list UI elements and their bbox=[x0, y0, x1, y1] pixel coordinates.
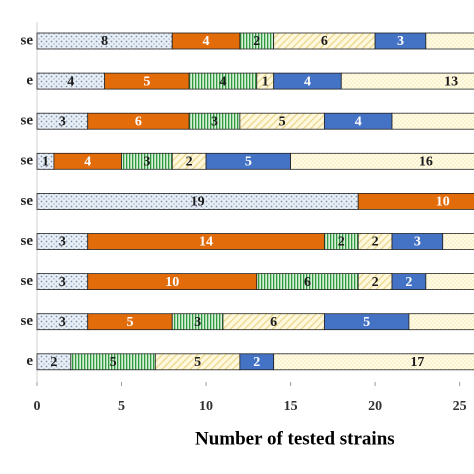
x-tick-label: 20 bbox=[368, 399, 382, 414]
data-label: 2 bbox=[253, 355, 260, 370]
bar-segment bbox=[340, 72, 474, 90]
bar-segment bbox=[425, 273, 474, 291]
data-label: 3 bbox=[59, 235, 66, 250]
data-label: 5 bbox=[194, 355, 201, 370]
x-tick-label: 5 bbox=[118, 399, 125, 414]
data-label: 10 bbox=[165, 275, 179, 290]
category-label: e bbox=[26, 73, 33, 89]
data-label: 3 bbox=[59, 114, 66, 129]
data-label: 4 bbox=[304, 74, 311, 89]
data-label: 19 bbox=[191, 195, 205, 210]
data-label: 16 bbox=[419, 155, 433, 170]
data-label: 1 bbox=[42, 155, 49, 170]
data-label: 3 bbox=[59, 275, 66, 290]
category-label: se bbox=[21, 273, 34, 289]
data-label: 4 bbox=[84, 155, 91, 170]
data-label: 4 bbox=[355, 114, 362, 129]
category-label: se bbox=[21, 313, 34, 329]
data-label: 6 bbox=[321, 34, 328, 49]
data-label: 2 bbox=[405, 275, 412, 290]
data-label: 10 bbox=[436, 195, 450, 210]
bar-segment bbox=[273, 353, 474, 371]
data-label: 2 bbox=[372, 275, 379, 290]
data-label: 5 bbox=[245, 155, 252, 170]
category-label: se bbox=[21, 193, 34, 209]
data-label: 5 bbox=[279, 114, 286, 129]
bar-segment bbox=[425, 32, 474, 50]
bar-segment bbox=[442, 233, 474, 250]
data-label: 4 bbox=[203, 34, 210, 49]
x-tick-label: 0 bbox=[34, 399, 41, 414]
data-label: 2 bbox=[338, 235, 345, 250]
data-label: 5 bbox=[363, 315, 370, 330]
data-label: 2 bbox=[50, 355, 57, 370]
category-label: e bbox=[26, 353, 33, 369]
data-label: 1 bbox=[262, 74, 269, 89]
x-tick-label: 15 bbox=[284, 399, 298, 414]
data-label: 3 bbox=[194, 315, 201, 330]
data-label: 3 bbox=[414, 235, 421, 250]
data-label: 2 bbox=[186, 155, 193, 170]
data-label: 2 bbox=[372, 235, 379, 250]
data-label: 5 bbox=[126, 315, 133, 330]
data-label: 4 bbox=[67, 74, 74, 89]
x-axis-title: Number of tested strains bbox=[195, 428, 395, 449]
data-label: 5 bbox=[143, 74, 150, 89]
bar-segment bbox=[391, 112, 474, 130]
data-label: 5 bbox=[110, 355, 117, 370]
category-label: se bbox=[21, 153, 34, 169]
bar-segment bbox=[290, 152, 474, 170]
x-tick-label: 25 bbox=[453, 399, 467, 414]
category-label: se bbox=[21, 113, 34, 129]
data-label: 4 bbox=[219, 74, 226, 89]
data-label: 3 bbox=[397, 34, 404, 49]
data-label: 17 bbox=[410, 355, 424, 370]
data-label: 3 bbox=[211, 114, 218, 129]
data-label: 3 bbox=[59, 315, 66, 330]
data-label: 2 bbox=[253, 34, 260, 49]
category-label: se bbox=[21, 233, 34, 249]
data-label: 14 bbox=[199, 235, 213, 250]
data-label: 6 bbox=[270, 315, 277, 330]
data-label: 6 bbox=[135, 114, 142, 129]
bar-segment bbox=[357, 192, 474, 210]
bar-segment bbox=[408, 313, 474, 331]
data-label: 13 bbox=[444, 74, 458, 89]
x-tick-label: 10 bbox=[199, 399, 213, 414]
data-label: 3 bbox=[143, 155, 150, 170]
category-label: se bbox=[21, 32, 34, 48]
data-label: 6 bbox=[304, 275, 311, 290]
data-label: 8 bbox=[101, 34, 108, 49]
